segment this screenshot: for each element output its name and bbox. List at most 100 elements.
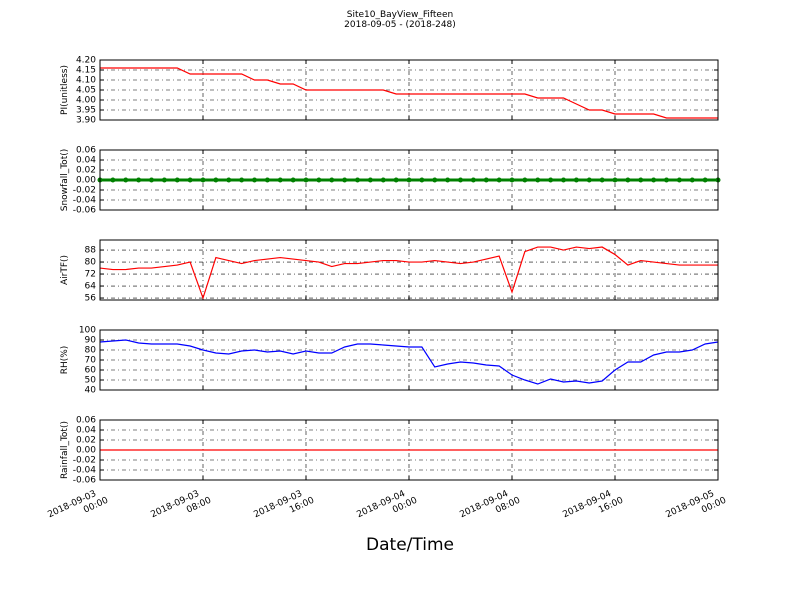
data-line [99, 339, 719, 385]
y-axis-label: RH(%) [60, 346, 70, 375]
data-point [367, 177, 373, 183]
data-point [380, 177, 386, 183]
y-tick-label: 0.02 [76, 436, 96, 446]
data-point [264, 177, 270, 183]
y-axis-label: Snowfall_Tot() [60, 149, 70, 212]
y-tick-label: -0.06 [73, 206, 97, 216]
x-tick-label: 2018-09-0500:00 [664, 486, 728, 531]
data-point [573, 177, 579, 183]
x-axis-label: Date/Time [366, 535, 454, 555]
y-tick-label: 4.20 [76, 56, 96, 66]
y-tick-label: 0.02 [76, 166, 96, 176]
y-tick-label: 100 [79, 326, 96, 336]
y-tick-label: 50 [85, 376, 97, 386]
x-tick-label: 2018-09-0316:00 [252, 486, 316, 531]
y-tick-label: 0.06 [76, 416, 96, 426]
y-axis-label: AirTF() [60, 255, 70, 285]
data-point [110, 177, 116, 183]
data-point [277, 177, 283, 183]
data-point [496, 177, 502, 183]
chart-subtitle: 2018-09-05 - (2018-248) [344, 20, 456, 30]
y-tick-label: 4.10 [76, 76, 96, 86]
axes-frame [99, 149, 719, 211]
y-axis-label: Rainfall_Tot() [60, 421, 70, 479]
y-tick-label: 80 [85, 346, 97, 356]
panel: -0.06-0.04-0.020.000.020.040.06 Snowfall_… [60, 146, 721, 216]
data-point [187, 177, 193, 183]
y-tick-label: -0.04 [73, 466, 97, 476]
data-point [393, 177, 399, 183]
y-tick-label: 3.95 [76, 106, 96, 116]
y-tick-label: 70 [85, 356, 97, 366]
y-tick-label: 0.06 [76, 146, 96, 156]
chart-title: Site10_BayView_Fifteen [347, 10, 453, 20]
data-point [535, 177, 541, 183]
panel: 3.903.954.004.054.104.154.20 PI(unitless) [60, 56, 719, 126]
data-point [483, 177, 489, 183]
panel: 56 64 72 80 88 AirTF() [60, 239, 719, 304]
data-point [252, 177, 257, 183]
y-tick-label: 60 [85, 366, 97, 376]
data-line [100, 67, 718, 119]
data-point [419, 177, 425, 183]
data-point [123, 177, 129, 183]
axes-frame [99, 329, 719, 391]
y-tick-label: 0.04 [76, 426, 96, 436]
data-point [548, 177, 554, 183]
y-tick-label: 40 [85, 386, 97, 396]
data-point [561, 177, 566, 183]
data-point [136, 177, 142, 183]
data-point [612, 177, 618, 183]
axes-frame [99, 239, 719, 301]
y-axis-label: PI(unitless) [60, 65, 70, 115]
y-tick-label: -0.06 [73, 476, 97, 486]
data-point [161, 177, 167, 183]
data-point [522, 177, 528, 183]
x-tick-label: 2018-09-0408:00 [458, 486, 522, 531]
x-tick-label: 2018-09-0308:00 [149, 486, 213, 531]
y-tick-label: 0.00 [76, 176, 96, 186]
data-point [329, 177, 335, 183]
y-tick-label: 3.90 [76, 116, 96, 126]
data-point [355, 177, 360, 183]
data-point [470, 177, 476, 183]
data-point [676, 177, 682, 183]
data-point [316, 177, 322, 183]
data-point [625, 177, 631, 183]
data-point [586, 177, 592, 183]
axes-frame [99, 419, 719, 481]
data-point [200, 177, 206, 183]
data-point [458, 177, 463, 183]
data-point [664, 177, 669, 183]
y-tick-label: 80 [85, 258, 97, 268]
y-tick-label: 4.15 [76, 66, 96, 76]
data-point [651, 177, 657, 183]
data-point [226, 177, 232, 183]
panel: -0.06-0.04-0.020.000.020.040.06 2018-09-0… [46, 416, 728, 531]
y-tick-label: 64 [85, 282, 97, 292]
y-tick-label: 0.04 [76, 156, 96, 166]
data-point [149, 177, 154, 183]
data-point [689, 177, 695, 183]
y-tick-label: 4.00 [76, 96, 96, 106]
data-point [702, 177, 708, 183]
y-tick-label: -0.04 [73, 196, 97, 206]
data-point [406, 177, 412, 183]
y-tick-label: -0.02 [73, 456, 96, 466]
x-tick-label: 2018-09-0300:00 [46, 486, 110, 531]
axes-frame [99, 59, 719, 121]
data-point [445, 177, 451, 183]
data-point [342, 177, 348, 183]
y-tick-label: -0.02 [73, 186, 96, 196]
y-tick-label: 56 [85, 294, 97, 304]
data-point [174, 177, 180, 183]
data-point [213, 177, 219, 183]
x-tick-label: 2018-09-0400:00 [355, 486, 419, 531]
data-line [99, 246, 718, 300]
data-point [432, 177, 438, 183]
data-point [303, 177, 309, 183]
y-tick-label: 0.00 [76, 446, 96, 456]
y-tick-label: 88 [85, 246, 97, 256]
